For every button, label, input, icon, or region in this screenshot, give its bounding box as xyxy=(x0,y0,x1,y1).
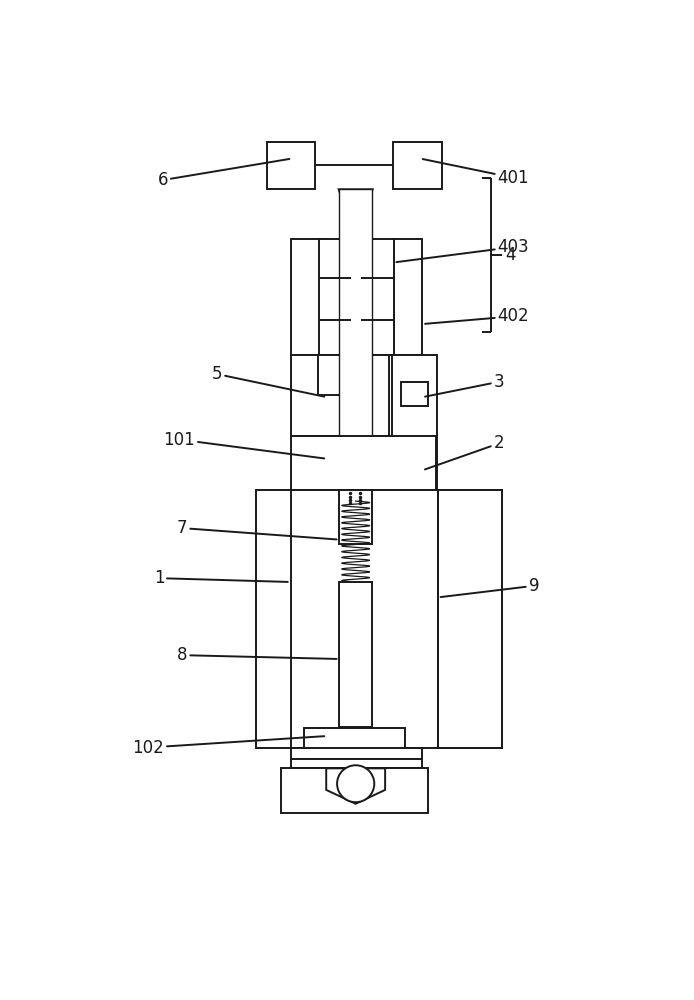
Bar xyxy=(318,355,353,395)
Polygon shape xyxy=(326,768,385,804)
Bar xyxy=(319,239,351,355)
Bar xyxy=(401,382,428,406)
Bar xyxy=(266,142,315,189)
Bar xyxy=(339,490,372,544)
Bar xyxy=(291,748,423,759)
Text: 101: 101 xyxy=(164,431,324,458)
Bar xyxy=(361,239,393,355)
Bar xyxy=(393,451,437,514)
Bar xyxy=(392,355,437,451)
Bar xyxy=(291,436,436,490)
Polygon shape xyxy=(339,219,373,243)
Text: 402: 402 xyxy=(425,307,529,325)
Bar xyxy=(393,239,423,355)
Text: 401: 401 xyxy=(423,159,529,187)
Text: 102: 102 xyxy=(133,736,324,757)
Bar xyxy=(291,759,423,768)
Bar xyxy=(280,768,428,813)
Text: 5: 5 xyxy=(212,365,324,397)
Text: 2: 2 xyxy=(425,434,505,469)
Text: 9: 9 xyxy=(441,577,539,597)
Bar xyxy=(339,189,372,790)
Bar xyxy=(393,142,441,189)
Circle shape xyxy=(337,765,374,802)
Text: 4: 4 xyxy=(505,246,516,264)
Text: 403: 403 xyxy=(396,238,529,262)
Text: 8: 8 xyxy=(177,646,337,664)
Bar xyxy=(291,355,389,436)
Text: 1: 1 xyxy=(153,569,288,587)
Bar xyxy=(339,582,372,727)
Text: 3: 3 xyxy=(425,373,505,397)
Bar xyxy=(255,490,502,748)
Bar xyxy=(304,728,405,750)
Bar xyxy=(291,239,320,355)
Text: 7: 7 xyxy=(177,519,337,539)
Bar xyxy=(438,490,502,748)
Polygon shape xyxy=(339,189,373,219)
Text: 6: 6 xyxy=(158,159,289,189)
